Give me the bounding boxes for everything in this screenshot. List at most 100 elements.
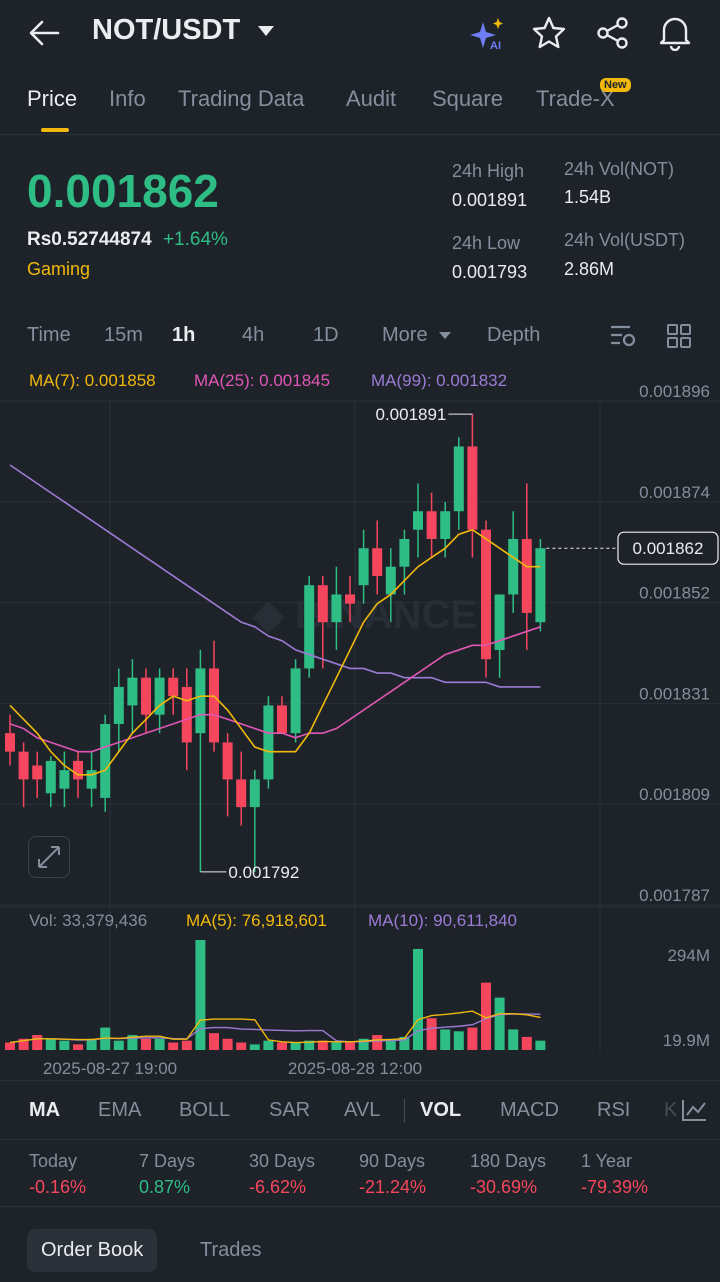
volume-bar [249, 1044, 260, 1050]
price-axis: 0.001896 0.001874 0.001852 0.001831 0.001809… [639, 382, 710, 905]
candle-body [345, 594, 355, 604]
volume-bar [399, 1036, 410, 1050]
candle-body [5, 733, 15, 752]
ma7-legend: MA(7): 0.001858 [29, 371, 156, 390]
volume-bar [331, 1042, 342, 1050]
category-tag[interactable]: Gaming [27, 259, 91, 279]
interval-depth[interactable]: Depth [487, 324, 541, 346]
candle-body [304, 585, 315, 669]
candle-body [249, 779, 260, 808]
ma-lines-layer [9, 464, 541, 776]
candle-body [236, 779, 247, 808]
tab-square[interactable]: Square [432, 86, 503, 111]
indicator-ema[interactable]: EMA [98, 1099, 142, 1121]
tab-audit[interactable]: Audit [346, 86, 397, 111]
perf-value-30d: -6.62% [249, 1177, 307, 1197]
candle-body [86, 770, 97, 789]
volume-bar [195, 940, 206, 1050]
volume-bar [467, 1027, 478, 1050]
vol-usdt-label: 24h Vol(USDT) [564, 230, 686, 250]
back-arrow-icon[interactable] [28, 18, 60, 48]
volume-bar [222, 1038, 233, 1050]
star-favorite-icon[interactable] [532, 16, 566, 50]
candle-body [154, 677, 165, 715]
volume-bar [5, 1042, 15, 1050]
time-axis: 2025-08-27 19:00 2025-08-28 12:00 [43, 1059, 422, 1078]
inr-price: Rs0.52744874 [27, 229, 152, 250]
candle-body [521, 538, 532, 613]
candlestick-chart[interactable]: ◆ BINANCE 0.0018960.0018740.0018520.0018… [0, 362, 720, 1082]
candle-body [467, 446, 478, 530]
chart-settings-icon[interactable] [608, 322, 638, 350]
interval-time[interactable]: Time [27, 324, 71, 346]
indicator-divider [404, 1099, 405, 1123]
price-tick-label: 0.001852 [639, 584, 710, 603]
indicator-k[interactable]: K [664, 1099, 678, 1121]
perf-label-30d: 30 Days [249, 1151, 316, 1171]
interval-1h[interactable]: 1h [172, 324, 196, 346]
ma25-line [9, 626, 541, 753]
perf-label-today: Today [29, 1151, 78, 1171]
tab-trading-data[interactable]: Trading Data [178, 86, 305, 111]
tab-price[interactable]: Price [27, 86, 78, 111]
pair-title[interactable]: NOT/USDT [92, 14, 241, 46]
interval-4h[interactable]: 4h [242, 324, 265, 346]
indicator-rsi[interactable]: RSI [597, 1099, 631, 1121]
interval-more[interactable]: More [382, 324, 428, 346]
volume-bar [154, 1038, 165, 1050]
indicator-vol[interactable]: VOL [420, 1099, 462, 1121]
time-tick-label: 2025-08-27 19:00 [43, 1059, 177, 1078]
volume-bar [209, 1033, 219, 1050]
candle-body [209, 668, 219, 743]
tab-order-book[interactable]: Order Book [27, 1229, 158, 1272]
volume-bar [18, 1038, 29, 1050]
bell-alert-icon[interactable] [658, 15, 692, 51]
indicator-ma[interactable]: MA [29, 1099, 61, 1121]
indicator-avl[interactable]: AVL [344, 1099, 381, 1121]
indicator-sar[interactable]: SAR [269, 1099, 311, 1121]
active-tab-indicator [41, 128, 69, 132]
interval-1d[interactable]: 1D [313, 324, 339, 346]
current-price-box [617, 531, 719, 565]
volume-bar [113, 1040, 124, 1050]
candle-body [277, 705, 287, 734]
tab-info[interactable]: Info [109, 86, 146, 111]
grid-layout-icon[interactable] [666, 323, 692, 349]
share-icon[interactable] [596, 16, 630, 50]
price-tick-label: 0.001787 [639, 886, 710, 905]
volume-bar [426, 1018, 437, 1050]
vol-ma5-legend: MA(5): 76,918,601 [186, 911, 327, 930]
volume-bar [481, 982, 491, 1050]
tab-trades[interactable]: Trades [200, 1239, 262, 1261]
candles-layer [5, 414, 546, 872]
perf-value-today: -0.16% [29, 1177, 87, 1197]
candle-body [385, 566, 396, 595]
candle-body [317, 585, 328, 623]
fullscreen-button[interactable] [28, 836, 70, 878]
volume-bar [141, 1038, 151, 1050]
vol-legend: Vol: 33,379,436 [29, 911, 148, 930]
pair-dropdown-icon[interactable] [258, 26, 274, 36]
candle-body [290, 668, 301, 734]
perf-label-7d: 7 Days [139, 1151, 196, 1171]
ai-sparkle-icon[interactable]: AI [470, 16, 508, 52]
candle-body [18, 751, 29, 780]
volume-bar [290, 1042, 301, 1050]
volume-bar [304, 1040, 315, 1050]
low-label: 24h Low [452, 233, 521, 253]
high-marker-label: 0.001891 [375, 405, 446, 424]
candle-body [481, 529, 491, 660]
more-caret-icon[interactable] [439, 332, 451, 339]
interval-15m[interactable]: 15m [104, 324, 143, 346]
indicator-boll[interactable]: BOLL [179, 1099, 231, 1121]
indicator-macd[interactable]: MACD [500, 1099, 559, 1121]
perf-label-90d: 90 Days [359, 1151, 426, 1171]
candle-body [45, 760, 56, 794]
candle-body [181, 686, 192, 743]
indicator-settings-icon[interactable] [680, 1097, 708, 1123]
perf-label-180d: 180 Days [470, 1151, 547, 1171]
price-tick-label: 0.001831 [639, 684, 710, 703]
watermark-logo: ◆ BINANCE [252, 593, 477, 637]
indicator-tabs: MA EMA BOLL SAR AVL VOL MACD RSI K [0, 1080, 720, 1140]
volume-bar [535, 1040, 546, 1050]
